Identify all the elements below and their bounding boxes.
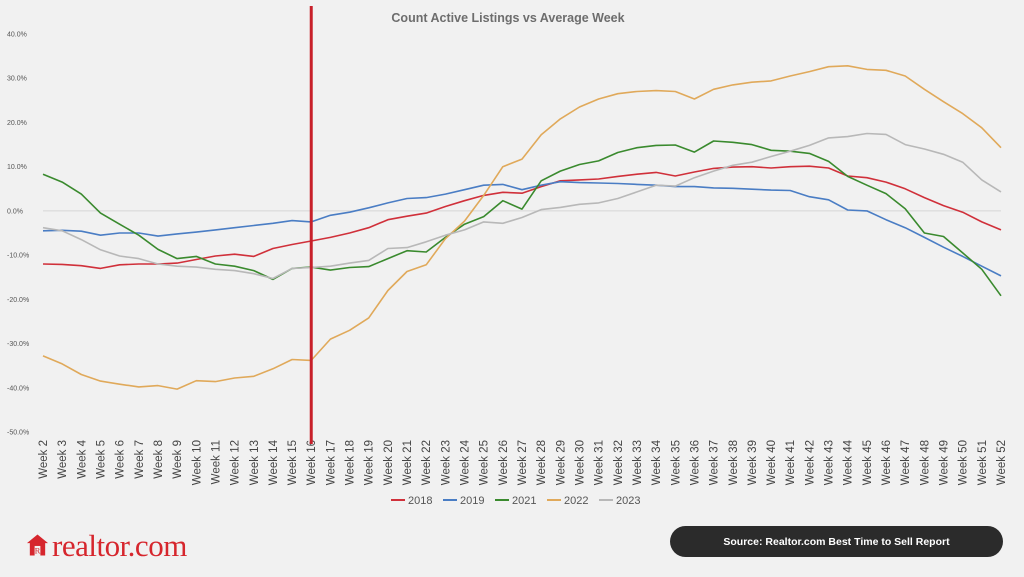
x-tick-label: Week 13: [249, 440, 261, 485]
x-tick-label: Week 44: [843, 439, 855, 485]
x-tick-label: Week 32: [613, 440, 625, 485]
x-tick-label: Week 40: [766, 440, 778, 485]
x-tick-label: Week 28: [536, 440, 548, 485]
x-tick-label: Week 11: [210, 440, 222, 484]
y-tick-label: 20.0%: [7, 120, 27, 127]
x-tick-label: Week 18: [345, 440, 357, 485]
x-tick-label: Week 31: [594, 440, 606, 485]
x-tick-label: Week 47: [900, 440, 912, 485]
x-axis: Week 2 Week 3 Week 4 Week 5 Week 6 Week 7 Week…: [38, 439, 1008, 485]
x-tick-label: Week 14: [268, 439, 280, 485]
series-layer: [42, 65, 1002, 390]
x-tick-label: Week 27: [517, 440, 529, 485]
x-tick-label: Week 50: [958, 440, 970, 485]
x-tick-label: Week 25: [479, 440, 491, 485]
x-tick-label: Week 51: [977, 440, 989, 485]
x-tick-label: Week 36: [689, 440, 701, 485]
series-line-2021: [42, 140, 1002, 297]
logo-text: realtor.com: [52, 527, 187, 563]
svg-text:R: R: [35, 546, 41, 556]
x-tick-label: Week 33: [632, 440, 644, 485]
y-tick-label: 10.0%: [7, 164, 27, 171]
x-tick-label: Week 3: [57, 440, 69, 479]
x-tick-label: Week 6: [115, 440, 127, 479]
x-tick-label: Week 38: [728, 440, 740, 485]
x-tick-label: Week 52: [996, 440, 1008, 485]
x-tick-label: Week 26: [498, 440, 510, 485]
x-tick-label: Week 29: [555, 440, 567, 485]
x-tick-label: Week 12: [230, 440, 242, 485]
x-tick-label: Week 37: [709, 440, 721, 485]
x-tick-label: Week 30: [574, 440, 586, 485]
x-tick-label: Week 39: [747, 440, 759, 485]
y-tick-label: 30.0%: [7, 76, 27, 83]
x-tick-label: Week 41: [785, 440, 797, 485]
x-tick-label: Week 48: [919, 440, 931, 485]
x-tick-label: Week 8: [153, 440, 165, 479]
series-line-2019: [42, 180, 1002, 277]
source-badge: Source: Realtor.com Best Time to Sell Re…: [670, 526, 1003, 557]
realtor-logo: R realtor.com: [26, 528, 187, 562]
series-line-2022: [42, 65, 1002, 390]
x-tick-label: Week 16: [306, 440, 318, 485]
y-tick-label: -10.0%: [7, 253, 29, 260]
y-tick-label: 0.0%: [7, 208, 23, 215]
x-tick-label: Week 19: [364, 440, 376, 485]
legend-label-2022: 2022: [564, 495, 588, 507]
x-tick-label: Week 34: [651, 439, 663, 485]
x-tick-label: Week 4: [76, 439, 88, 478]
legend-label-2019: 2019: [460, 495, 484, 507]
x-tick-label: Week 20: [383, 440, 395, 485]
x-tick-label: Week 49: [939, 440, 951, 485]
x-tick-label: Week 9: [172, 440, 184, 479]
house-icon: R: [26, 534, 49, 556]
y-tick-label: 40.0%: [7, 32, 27, 39]
x-tick-label: Week 46: [881, 440, 893, 485]
x-tick-label: Week 35: [670, 440, 682, 485]
x-tick-label: Week 43: [824, 440, 836, 485]
x-tick-label: Week 24: [460, 439, 472, 485]
y-axis: 40.0% 30.0% 20.0% 10.0% 0.0% -10.0% -20.0% -30.…: [7, 32, 1001, 437]
y-tick-label: -20.0%: [7, 297, 29, 304]
x-tick-label: Week 15: [287, 440, 299, 485]
x-tick-label: Week 10: [191, 440, 203, 485]
x-tick-label: Week 17: [325, 440, 337, 485]
x-tick-label: Week 23: [440, 440, 452, 485]
chart-title: Count Active Listings vs Average Week: [391, 11, 624, 25]
x-tick-label: Week 45: [862, 440, 874, 485]
x-tick-label: Week 5: [95, 440, 107, 479]
y-tick-label: -40.0%: [7, 385, 29, 392]
legend-label-2023: 2023: [616, 495, 640, 507]
legend: 2018 2019 2021 2022 2023: [391, 495, 640, 507]
x-tick-label: Week 7: [134, 440, 146, 479]
x-tick-label: Week 22: [421, 440, 433, 485]
x-tick-label: Week 42: [804, 440, 816, 485]
series-line-2023: [42, 132, 1002, 280]
y-tick-label: -50.0%: [7, 430, 29, 437]
y-tick-label: -30.0%: [7, 341, 29, 348]
x-tick-label: Week 2: [38, 440, 50, 479]
legend-label-2018: 2018: [408, 495, 432, 507]
legend-label-2021: 2021: [512, 495, 536, 507]
x-tick-label: Week 21: [402, 440, 414, 485]
source-text: Source: Realtor.com Best Time to Sell Re…: [723, 535, 950, 548]
